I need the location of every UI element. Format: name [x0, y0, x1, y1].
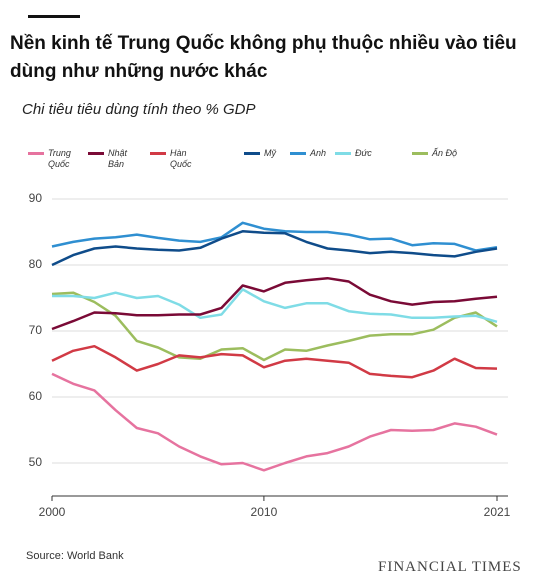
legend-label: Hàn Quốc: [170, 148, 192, 169]
title-bar: [28, 15, 80, 18]
legend-swatch: [28, 152, 44, 155]
y-tick-label: 90: [29, 191, 43, 205]
y-tick-label: 60: [29, 389, 43, 403]
y-tick-label: 80: [29, 257, 43, 271]
legend-label: Đức: [355, 148, 372, 158]
x-tick-label: 2021: [484, 505, 511, 519]
source: Source: World Bank: [26, 550, 124, 562]
legend-swatch: [335, 152, 351, 155]
series-line: [51, 372, 498, 472]
legend-item: Ấn Độ: [412, 148, 468, 159]
series-line: [51, 276, 498, 331]
series-line: [51, 221, 498, 252]
legend-swatch: [412, 152, 428, 155]
legend-item: Trung Quốc: [28, 148, 84, 170]
legend-label: Nhật Bản: [108, 148, 128, 169]
legend-item: Đức: [335, 148, 391, 159]
series-line: [51, 230, 498, 267]
legend-label: Trung Quốc: [48, 148, 71, 169]
legend-item: Mỹ: [244, 148, 300, 159]
legend-label: Anh: [310, 148, 327, 158]
legend-label: Mỹ: [264, 148, 276, 158]
chart-subtitle: Chi tiêu tiêu dùng tính theo % GDP: [22, 101, 256, 118]
y-tick-label: 50: [29, 455, 43, 469]
legend-label: Ấn Độ: [432, 148, 458, 158]
legend-swatch: [290, 152, 306, 155]
legend-item: Anh: [290, 148, 346, 159]
legend-swatch: [150, 152, 166, 155]
x-tick-label: 2000: [39, 505, 66, 519]
legend-item: Nhật Bản: [88, 148, 144, 170]
y-tick-label: 70: [29, 323, 43, 337]
series-line: [51, 291, 498, 362]
chart-title: Nền kinh tế Trung Quốc không phụ thuộc n…: [10, 33, 517, 82]
legend-swatch: [88, 152, 104, 155]
series-line: [52, 288, 498, 324]
x-tick-label: 2010: [251, 505, 278, 519]
legend-item: Hàn Quốc: [150, 148, 206, 170]
series-line: [51, 344, 498, 379]
logo: FINANCIAL TIMES: [378, 559, 522, 575]
legend-swatch: [244, 152, 260, 155]
